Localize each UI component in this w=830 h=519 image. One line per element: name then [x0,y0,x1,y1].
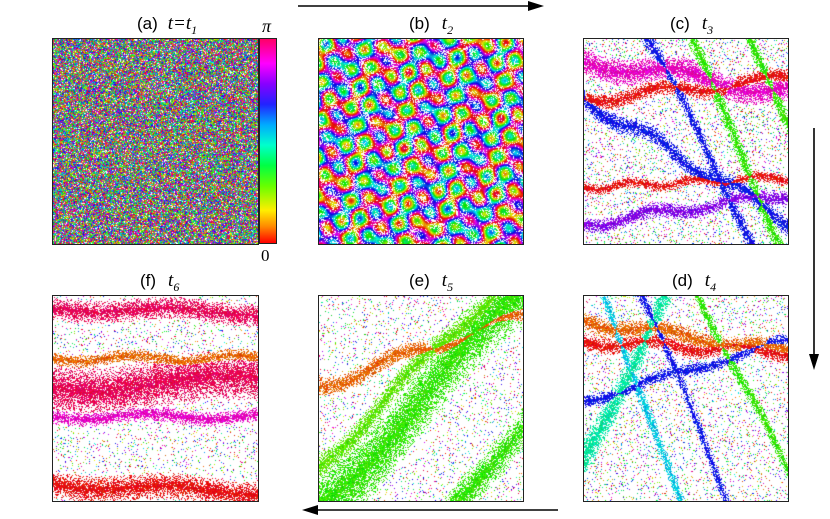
panel-b-label: (b) t2 [409,13,454,37]
panel-b-plot [318,38,524,245]
panel-e-plot [318,295,524,502]
panel-c-label: (c) t3 [670,13,714,37]
arrow-left [302,505,558,515]
panel-f-plot [52,295,259,502]
colorbar-max-label: π [262,16,272,36]
panel-a-label: (a) t=t1 [137,13,198,37]
panel-c-plot [583,38,789,245]
panel-f-label: (f) t6 [140,270,180,294]
panel-d-plot [583,295,789,502]
colorbar-min-label: 0 [261,246,270,265]
arrow-down [809,128,819,370]
panel-e-label: (e) t5 [409,270,454,294]
panel-a-plot [52,38,259,245]
panel-d-label: (d) t4 [672,270,717,294]
phase-colorbar [259,38,277,244]
arrow-right [298,1,544,11]
